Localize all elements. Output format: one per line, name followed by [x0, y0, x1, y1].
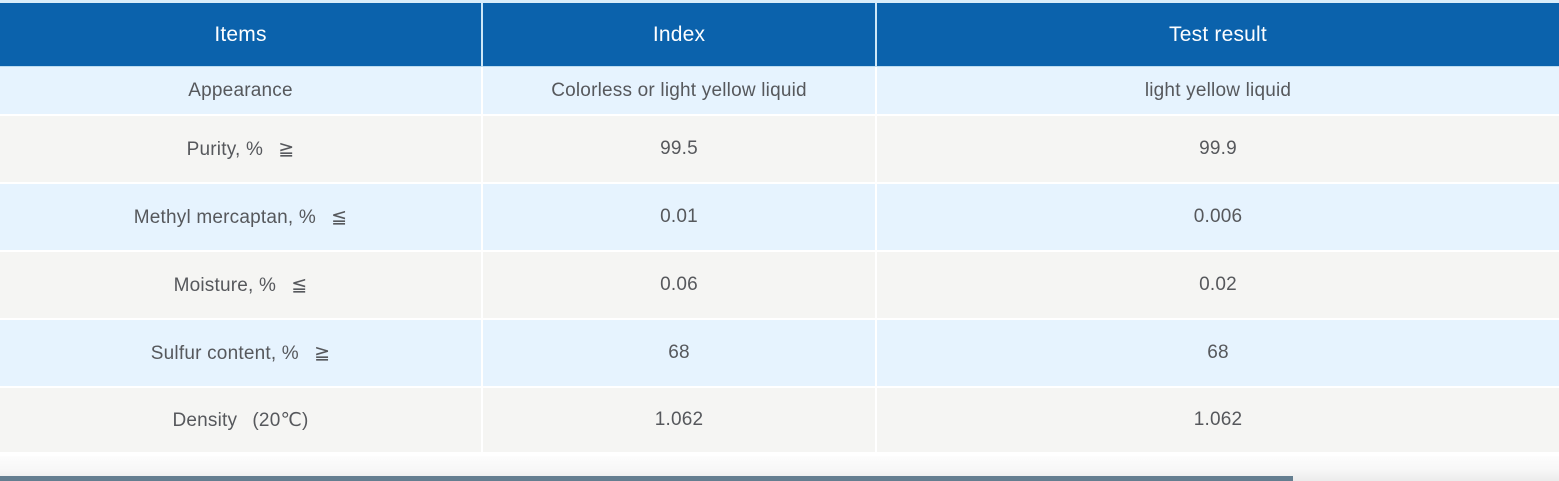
bottom-scroll-area [0, 456, 1559, 481]
result-cell: light yellow liquid [877, 67, 1559, 116]
index-cell: 1.062 [483, 388, 877, 454]
index-cell: 68 [483, 320, 877, 388]
table-row-sulfur-content: Sulfur content, % ≧ 68 68 [0, 320, 1559, 388]
top-divider [0, 0, 1559, 3]
table-row-density: Density (20℃) 1.062 1.062 [0, 388, 1559, 454]
next-section-top-edge [0, 476, 1293, 481]
result-cell: 0.006 [877, 184, 1559, 252]
column-header-items: Items [0, 3, 483, 67]
index-cell: 99.5 [483, 116, 877, 184]
product-spec-table: Items Index Test result Appearance Color… [0, 3, 1559, 454]
column-header-result: Test result [877, 3, 1559, 67]
result-cell: 68 [877, 320, 1559, 388]
item-cell: Appearance [0, 67, 483, 116]
item-cell: Moisture, % ≦ [0, 252, 483, 320]
index-cell: 0.01 [483, 184, 877, 252]
item-cell: Sulfur content, % ≧ [0, 320, 483, 388]
result-cell: 99.9 [877, 116, 1559, 184]
index-cell: Colorless or light yellow liquid [483, 67, 877, 116]
table-row-purity: Purity, % ≧ 99.5 99.9 [0, 116, 1559, 184]
item-cell: Purity, % ≧ [0, 116, 483, 184]
table-header: Items Index Test result [0, 3, 1559, 67]
table-body: Appearance Colorless or light yellow liq… [0, 67, 1559, 454]
table-row-methyl-mercaptan: Methyl mercaptan, % ≦ 0.01 0.006 [0, 184, 1559, 252]
item-cell: Density (20℃) [0, 388, 483, 454]
header-row: Items Index Test result [0, 3, 1559, 67]
index-cell: 0.06 [483, 252, 877, 320]
table-row-appearance: Appearance Colorless or light yellow liq… [0, 67, 1559, 116]
table-row-moisture: Moisture, % ≦ 0.06 0.02 [0, 252, 1559, 320]
column-header-index: Index [483, 3, 877, 67]
result-cell: 1.062 [877, 388, 1559, 454]
item-cell: Methyl mercaptan, % ≦ [0, 184, 483, 252]
result-cell: 0.02 [877, 252, 1559, 320]
